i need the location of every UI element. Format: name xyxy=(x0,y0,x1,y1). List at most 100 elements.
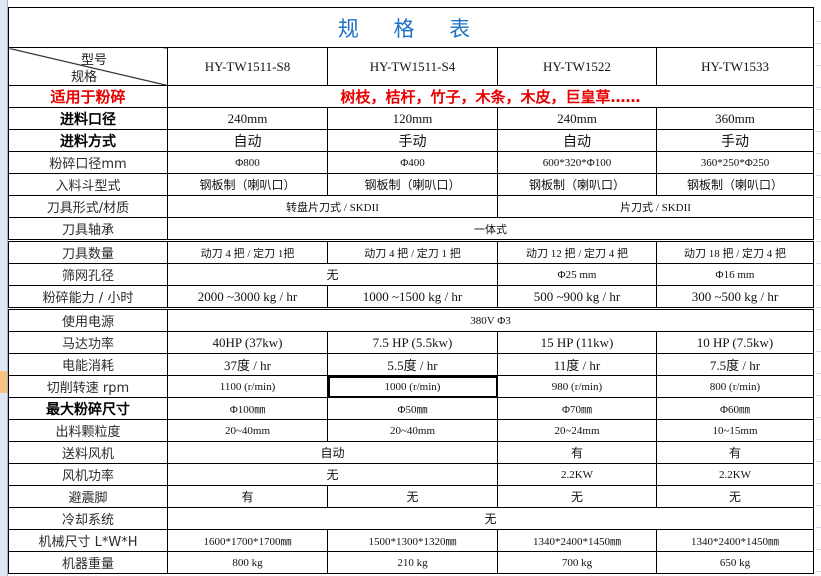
row-label[interactable]: 进料口径 xyxy=(8,107,168,130)
row-label[interactable]: 入料斗型式 xyxy=(8,173,168,196)
page-title[interactable]: 规 格 表 xyxy=(7,7,815,48)
spec-cell[interactable]: 2.2KW xyxy=(497,463,657,486)
row-label[interactable]: 刀具数量 xyxy=(8,239,168,264)
spec-cell[interactable]: 2.2KW xyxy=(655,463,815,486)
row-label[interactable]: 风机功率 xyxy=(8,463,168,486)
spec-cell[interactable]: 360mm xyxy=(655,107,815,130)
spec-cell[interactable]: 240mm xyxy=(167,107,328,130)
spec-cell[interactable]: 360*250*Φ250 xyxy=(655,151,815,174)
row-label[interactable]: 避震脚 xyxy=(8,485,168,508)
row-label[interactable]: 刀具轴承 xyxy=(8,217,168,241)
spec-cell[interactable]: 转盘片刀式 / SKDII xyxy=(167,195,498,218)
spec-cell[interactable]: Φ70㎜ xyxy=(497,397,657,420)
spec-cell[interactable]: 10~15mm xyxy=(655,419,815,442)
spec-cell[interactable]: 1000 ~1500 kg / hr xyxy=(327,285,498,309)
spec-cell[interactable]: 7.5度 / hr xyxy=(655,353,815,376)
spec-cell[interactable]: 一体式 xyxy=(166,217,815,241)
spec-cell[interactable]: 动刀 12 把 / 定刀 4 把 xyxy=(497,239,657,264)
row-label[interactable]: 机械尺寸 L*W*H xyxy=(8,529,168,552)
spec-cell[interactable]: 120mm xyxy=(327,107,498,130)
spec-cell[interactable]: 自动 xyxy=(167,441,498,464)
spec-cell[interactable]: 自动 xyxy=(167,129,328,152)
spec-cell[interactable]: 20~24mm xyxy=(497,419,657,442)
model-header[interactable]: HY-TW1533 xyxy=(655,47,815,86)
spec-cell[interactable]: 手动 xyxy=(655,129,815,152)
spec-cell[interactable]: 自动 xyxy=(497,129,657,152)
spec-cell[interactable]: 40HP (37kw) xyxy=(167,331,328,354)
spec-cell[interactable]: Φ50㎜ xyxy=(327,397,498,420)
spec-cell[interactable]: 240mm xyxy=(497,107,657,130)
row-label[interactable]: 进料方式 xyxy=(8,129,168,152)
spec-cell[interactable]: 700 kg xyxy=(497,551,657,574)
model-header[interactable]: HY-TW1522 xyxy=(497,47,657,86)
spec-cell[interactable]: 无 xyxy=(166,507,815,530)
spec-cell[interactable]: 15 HP (11kw) xyxy=(497,331,657,354)
spec-cell[interactable]: 1000 (r/min) xyxy=(327,375,498,398)
spec-cell[interactable]: 7.5 HP (5.5kw) xyxy=(327,331,498,354)
diagonal-header-cell[interactable]: 型号 规格 xyxy=(8,47,168,86)
spec-cell[interactable]: 无 xyxy=(497,485,657,508)
spec-cell[interactable]: 动刀 4 把 / 定刀 1把 xyxy=(167,239,328,264)
spec-cell[interactable]: Φ60㎜ xyxy=(655,397,815,420)
spec-cell[interactable]: 650 kg xyxy=(655,551,815,574)
spec-cell[interactable]: Φ25 mm xyxy=(497,263,657,286)
spec-cell[interactable]: 树枝，桔杆，竹子，木条，木皮，巨皇草…… xyxy=(166,85,815,108)
spec-cell[interactable]: 20~40mm xyxy=(167,419,328,442)
spec-cell[interactable]: 有 xyxy=(497,441,657,464)
spec-cell[interactable]: 1500*1300*1320㎜ xyxy=(327,529,498,552)
spec-cell[interactable]: 无 xyxy=(167,263,498,286)
spec-cell[interactable]: 无 xyxy=(167,463,498,486)
row-label[interactable]: 电能消耗 xyxy=(8,353,168,376)
row-label[interactable]: 送料风机 xyxy=(8,441,168,464)
spec-cell[interactable]: 有 xyxy=(655,441,815,464)
spec-cell[interactable]: 2000 ~3000 kg / hr xyxy=(167,285,328,309)
spec-cell[interactable]: 1100 (r/min) xyxy=(167,375,328,398)
spec-cell[interactable]: 钢板制（喇叭口） xyxy=(167,173,328,196)
spec-cell[interactable]: 5.5度 / hr xyxy=(327,353,498,376)
spec-cell[interactable]: 1600*1700*1700㎜ xyxy=(167,529,328,552)
spec-cell[interactable]: 11度 / hr xyxy=(497,353,657,376)
row-label[interactable]: 筛网孔径 xyxy=(8,263,168,286)
spec-cell[interactable]: 500 ~900 kg / hr xyxy=(497,285,657,309)
spec-cell[interactable]: 37度 / hr xyxy=(167,353,328,376)
row-label[interactable]: 粉碎能力 / 小时 xyxy=(8,285,168,309)
spec-cell[interactable]: 20~40mm xyxy=(327,419,498,442)
spec-cell[interactable]: 无 xyxy=(327,485,498,508)
spec-cell[interactable]: 600*320*Φ100 xyxy=(497,151,657,174)
spec-cell[interactable]: 有 xyxy=(167,485,328,508)
spec-cell[interactable]: 钢板制（喇叭口） xyxy=(655,173,815,196)
spec-cell[interactable]: Φ400 xyxy=(327,151,498,174)
spec-cell[interactable]: 动刀 18 把 / 定刀 4 把 xyxy=(655,239,815,264)
row-label[interactable]: 出料颗粒度 xyxy=(8,419,168,442)
spec-cell[interactable]: Φ800 xyxy=(167,151,328,174)
row-label[interactable]: 机器重量 xyxy=(8,551,168,574)
spec-cell[interactable]: 无 xyxy=(655,485,815,508)
spec-cell[interactable]: 800 kg xyxy=(167,551,328,574)
spec-cell[interactable]: 1340*2400*1450㎜ xyxy=(655,529,815,552)
row-label[interactable]: 切削转速 rpm xyxy=(8,375,168,398)
spec-cell[interactable]: 片刀式 / SKDII xyxy=(496,195,815,218)
spec-cell[interactable]: 动刀 4 把 / 定刀 1 把 xyxy=(327,239,498,264)
row-label[interactable]: 使用电源 xyxy=(8,307,168,332)
row-label[interactable]: 最大粉碎尺寸 xyxy=(8,397,168,420)
row-label[interactable]: 刀具形式/材质 xyxy=(8,195,168,218)
row-header-strip[interactable] xyxy=(0,0,8,576)
spec-cell[interactable]: 钢板制（喇叭口） xyxy=(497,173,657,196)
model-header[interactable]: HY-TW1511-S4 xyxy=(327,47,498,86)
model-header[interactable]: HY-TW1511-S8 xyxy=(167,47,328,86)
spec-cell[interactable]: 钢板制（喇叭口） xyxy=(327,173,498,196)
spec-cell[interactable]: 800 (r/min) xyxy=(655,375,815,398)
spec-cell[interactable]: 380V Φ3 xyxy=(166,307,815,332)
row-label[interactable]: 粉碎口径mm xyxy=(8,151,168,174)
spec-cell[interactable]: 1340*2400*1450㎜ xyxy=(497,529,657,552)
spec-cell[interactable]: Φ16 mm xyxy=(655,263,815,286)
row-label[interactable]: 适用于粉碎 xyxy=(8,85,168,108)
row-label[interactable]: 冷却系统 xyxy=(8,507,168,530)
spec-cell[interactable]: 300 ~500 kg / hr xyxy=(655,285,815,309)
spec-cell[interactable]: 980 (r/min) xyxy=(497,375,657,398)
spec-cell[interactable]: Φ100㎜ xyxy=(167,397,328,420)
row-label[interactable]: 马达功率 xyxy=(8,331,168,354)
spec-cell[interactable]: 手动 xyxy=(327,129,498,152)
spec-cell[interactable]: 10 HP (7.5kw) xyxy=(655,331,815,354)
spec-cell[interactable]: 210 kg xyxy=(327,551,498,574)
